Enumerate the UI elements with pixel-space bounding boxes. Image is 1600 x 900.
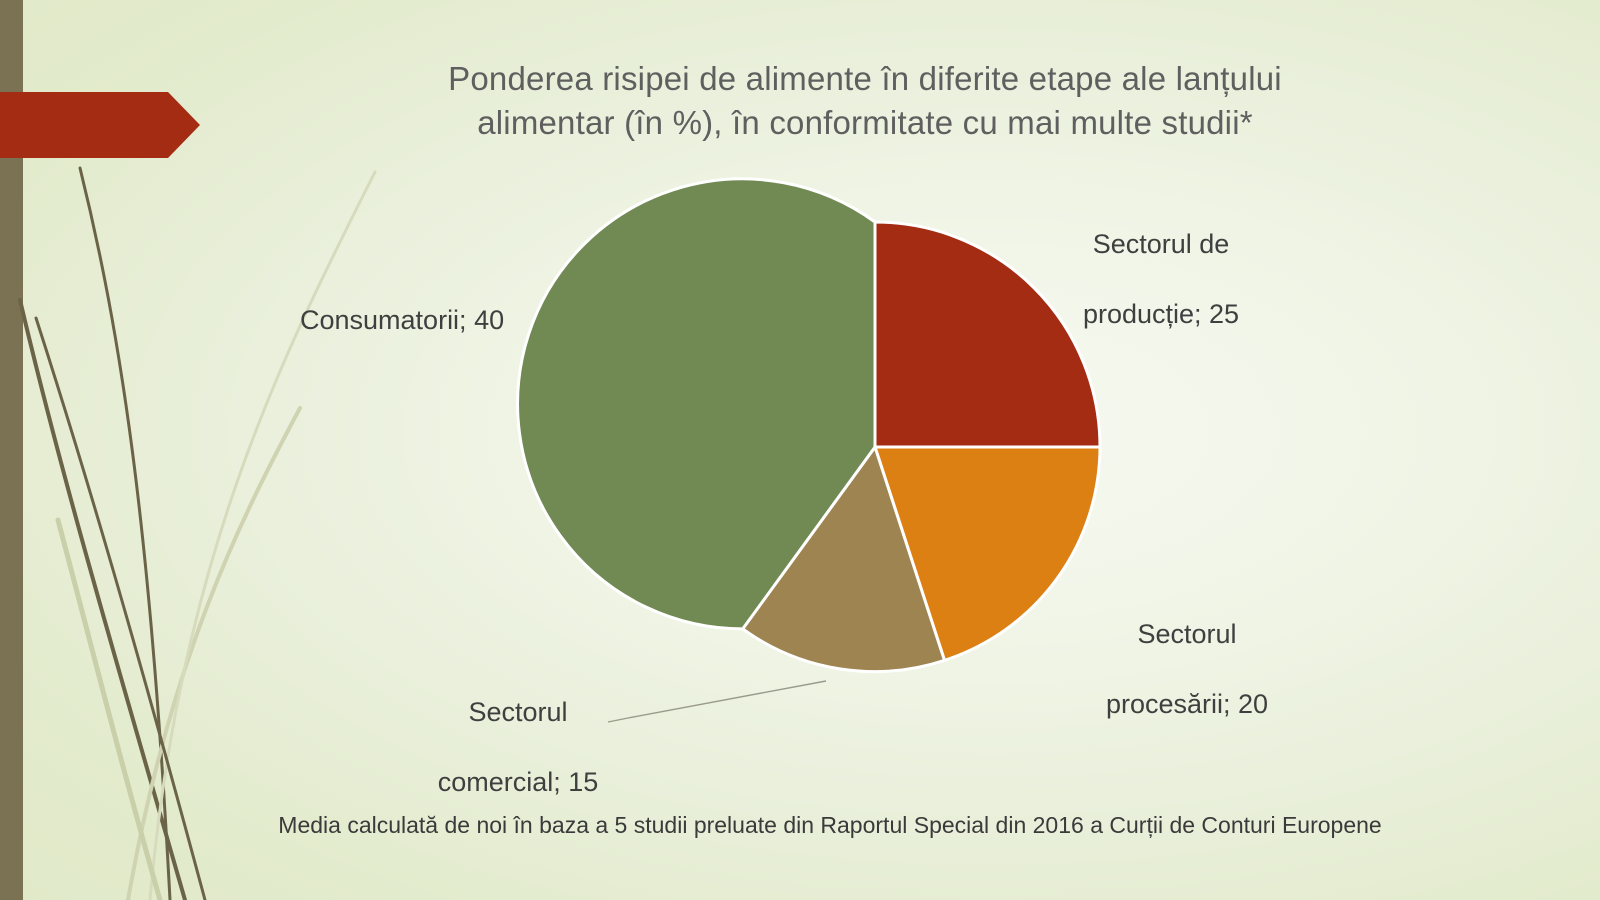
page-title-line2: alimentar (în %), în conformitate cu mai… bbox=[477, 103, 1253, 141]
pie-slice-comercial[interactable] bbox=[740, 443, 947, 674]
pie-label-productie: Sectorul de producție; 25 bbox=[1003, 192, 1319, 332]
pie-label-procesarii-line2: procesării; 20 bbox=[1105, 689, 1269, 720]
pie-slice-consumatorii[interactable] bbox=[516, 177, 877, 631]
pie-slices bbox=[516, 177, 1102, 674]
pie-label-procesarii: Sectorul procesării; 20 bbox=[1042, 582, 1332, 722]
pie-label-procesarii-line1: Sectorul bbox=[1137, 619, 1237, 650]
pie-label-comercial: Sectorul comercial; 15 bbox=[398, 660, 638, 800]
left-accent-bar bbox=[0, 0, 23, 900]
pie-slice-productie[interactable] bbox=[873, 220, 1102, 449]
pie-slice-procesarii[interactable] bbox=[872, 445, 1102, 663]
arrow-banner-icon bbox=[0, 92, 200, 158]
pie-label-productie-line1: Sectorul de bbox=[1092, 229, 1230, 260]
pie-label-consumatorii-line1: Consumatorii; 40 bbox=[300, 305, 505, 336]
pie-label-comercial-line1: Sectorul bbox=[468, 697, 568, 728]
footnote-text: Media calculată de noi în baza a 5 studi… bbox=[278, 812, 1382, 838]
leader-line-commercial bbox=[607, 680, 827, 723]
page-title-line1: Ponderea risipei de alimente în diferite… bbox=[448, 60, 1282, 97]
pie-label-consumatorii: Consumatorii; 40 bbox=[300, 268, 570, 338]
pie-label-productie-line2: producție; 25 bbox=[1082, 299, 1240, 330]
pie-label-comercial-line2: comercial; 15 bbox=[437, 767, 599, 798]
page-title: Ponderea risipei de alimente în diferite… bbox=[330, 57, 1400, 145]
